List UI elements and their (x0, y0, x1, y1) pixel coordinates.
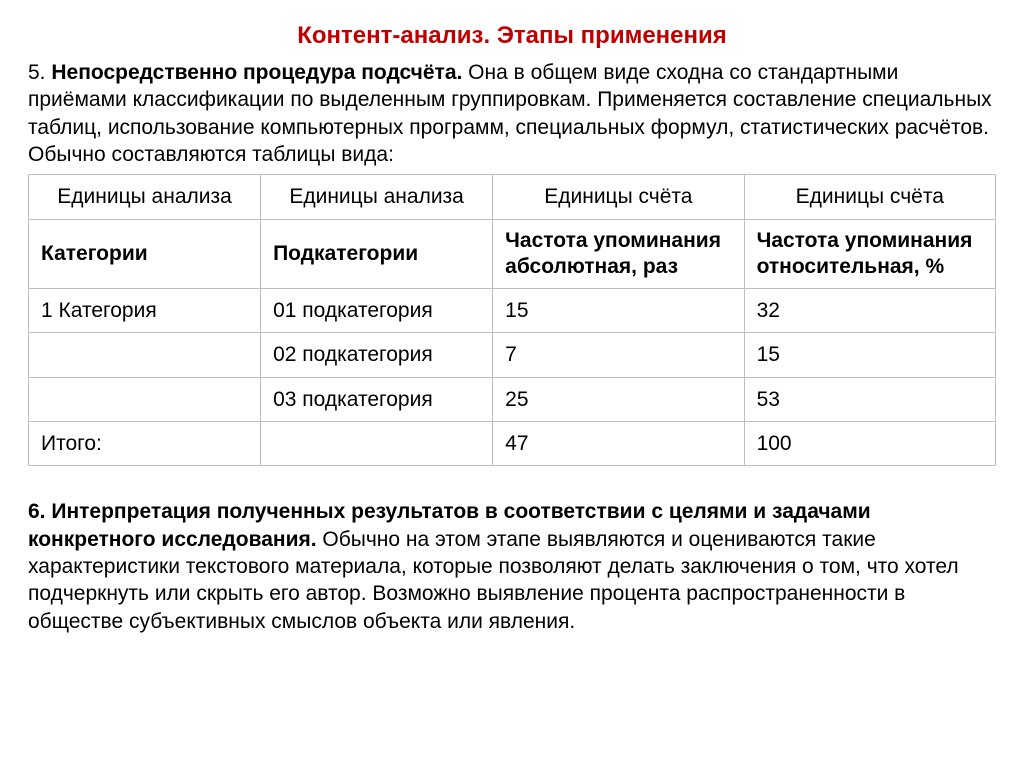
cell: 32 (744, 289, 995, 333)
p5-heading: Непосредственно процедура подсчёта. (51, 61, 462, 84)
hdr-cell: Единицы счёта (493, 175, 744, 219)
cell: 53 (744, 377, 995, 421)
cell: 100 (744, 422, 995, 466)
cell: 25 (493, 377, 744, 421)
cell (29, 333, 261, 377)
paragraph-6: 6. Интерпретация полученных результатов … (28, 498, 996, 634)
p5-number: 5. (28, 61, 51, 84)
cell (261, 422, 493, 466)
cell: 1 Категория (29, 289, 261, 333)
p6-number: 6. (28, 500, 51, 523)
cell (29, 377, 261, 421)
table-row: 03 подкатегория 25 53 (29, 377, 996, 421)
cell: 15 (493, 289, 744, 333)
sub-cell: Частота упоминания относительная, % (744, 219, 995, 289)
table-row: 02 подкатегория 7 15 (29, 333, 996, 377)
paragraph-5: 5. Непосредственно процедура подсчёта. О… (28, 59, 996, 168)
sub-cell: Частота упоминания абсолютная, раз (493, 219, 744, 289)
sub-cell: Категории (29, 219, 261, 289)
hdr-cell: Единицы анализа (261, 175, 493, 219)
cell: 03 подкатегория (261, 377, 493, 421)
table-subheader-row: Категории Подкатегории Частота упоминани… (29, 219, 996, 289)
table-row: 1 Категория 01 подкатегория 15 32 (29, 289, 996, 333)
cell: 47 (493, 422, 744, 466)
sub-cell: Подкатегории (261, 219, 493, 289)
hdr-cell: Единицы счёта (744, 175, 995, 219)
cell: 02 подкатегория (261, 333, 493, 377)
cell: 01 подкатегория (261, 289, 493, 333)
analysis-table: Единицы анализа Единицы анализа Единицы … (28, 174, 996, 466)
hdr-cell: Единицы анализа (29, 175, 261, 219)
cell: 15 (744, 333, 995, 377)
cell: Итого: (29, 422, 261, 466)
table-row-total: Итого: 47 100 (29, 422, 996, 466)
table-header-row: Единицы анализа Единицы анализа Единицы … (29, 175, 996, 219)
page-title: Контент-анализ. Этапы применения (28, 20, 996, 51)
cell: 7 (493, 333, 744, 377)
